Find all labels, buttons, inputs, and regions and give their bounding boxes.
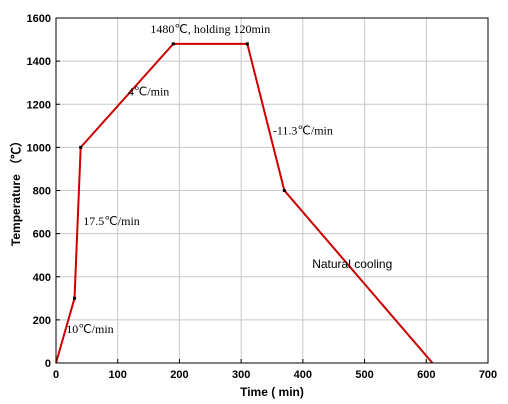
- x-tick-label: 0: [53, 369, 59, 381]
- series-line: [55, 42, 434, 364]
- x-tick-label: 500: [355, 369, 373, 381]
- y-tick-label: 400: [33, 272, 51, 284]
- data-point: [171, 42, 175, 46]
- annotation-rate-4: 4℃/min: [128, 85, 169, 99]
- annotation-rate-113: -11.3℃/min: [273, 123, 333, 137]
- y-tick-label: 1200: [27, 99, 51, 111]
- y-tick-label: 1400: [27, 56, 51, 68]
- x-axis-ticks: 0 100 200 300 400 500 600 700: [53, 359, 497, 381]
- grid-lines: [56, 18, 488, 363]
- annotation-rate-175: 17.5℃/min: [83, 214, 139, 228]
- x-axis-label: Time ( min): [240, 385, 304, 399]
- y-tick-label: 200: [33, 315, 51, 327]
- data-point: [79, 145, 83, 149]
- y-tick-label: 600: [33, 229, 51, 241]
- x-tick-label: 400: [294, 369, 312, 381]
- annotation-holding: 1480℃, holding 120min: [150, 22, 270, 36]
- plot-frame: [55, 17, 489, 364]
- series-layer: [55, 42, 434, 364]
- y-tick-label: 1600: [27, 13, 51, 25]
- data-point: [73, 296, 77, 300]
- x-tick-label: 600: [417, 369, 435, 381]
- annotation-rate-10: 10℃/min: [66, 322, 113, 336]
- x-tick-label: 700: [479, 369, 497, 381]
- y-tick-label: 0: [45, 358, 51, 370]
- x-tick-label: 100: [109, 369, 127, 381]
- annotation-natural: Natural cooling: [312, 257, 392, 271]
- x-tick-label: 200: [170, 369, 188, 381]
- y-axis-label: Temperature （℃）: [8, 135, 23, 246]
- annotations-layer: 1480℃, holding 120min 4℃/min -11.3℃/min 17.…: [66, 22, 392, 336]
- y-tick-label: 800: [33, 186, 51, 198]
- data-point: [282, 189, 286, 192]
- x-tick-label: 300: [232, 369, 250, 381]
- y-tick-label: 1000: [27, 142, 51, 154]
- y-axis-ticks: 0 200 400 600 800 1000 1200 1400 1600: [27, 13, 60, 370]
- data-point: [245, 42, 249, 46]
